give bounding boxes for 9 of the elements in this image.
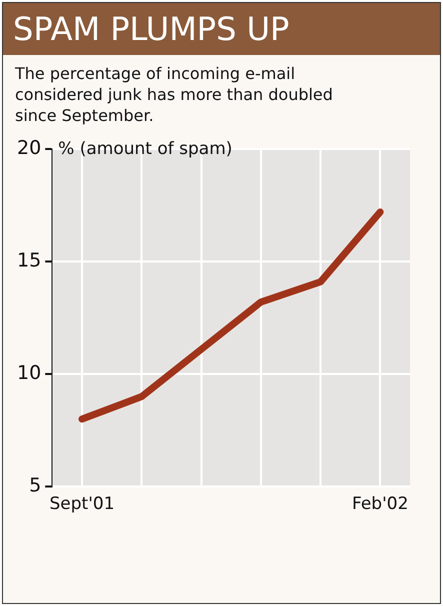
y-tick-label: 5 bbox=[29, 474, 42, 497]
x-tick-label: Feb'02 bbox=[352, 494, 408, 514]
y-tick-label: 10 bbox=[16, 362, 42, 384]
chart-title: SPAM PLUMPS UP bbox=[3, 3, 440, 55]
y-tick-label: 15 bbox=[16, 249, 42, 272]
x-tick-label: Sept'01 bbox=[49, 494, 115, 514]
y-tick-label: 20 bbox=[16, 136, 42, 159]
chart-subtitle: The percentage of incoming e-mail considered junk has more than doubled since September. bbox=[14, 63, 334, 126]
y-axis-title: % (amount of spam) bbox=[58, 138, 232, 159]
